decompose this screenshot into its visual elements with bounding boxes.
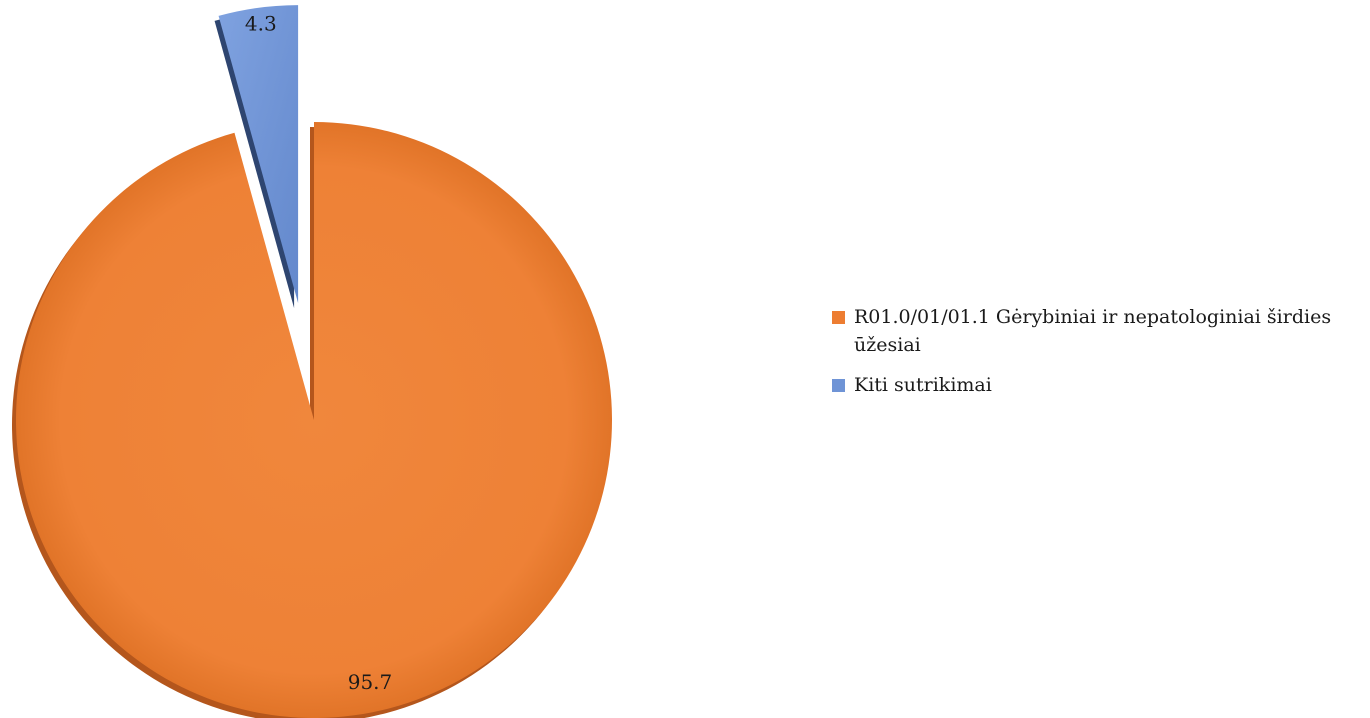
chart-legend: R01.0/01/01.1 Gėrybiniai ir nepatologini… xyxy=(832,303,1362,411)
legend-label-1: Kiti sutrikimai xyxy=(854,374,992,396)
data-label-slice-0: 95.7 xyxy=(348,670,393,694)
legend-item-1: Kiti sutrikimai xyxy=(832,371,1362,399)
legend-swatch-0 xyxy=(832,311,845,324)
pie-slice-0 xyxy=(16,122,612,718)
legend-swatch-1 xyxy=(832,379,845,392)
pie-slices xyxy=(16,5,612,718)
legend-label-0: R01.0/01/01.1 Gėrybiniai ir nepatologini… xyxy=(854,306,1332,356)
pie-slice-1 xyxy=(218,5,299,304)
data-label-slice-1: 4.3 xyxy=(245,11,277,35)
pie-chart: 95.7 4.3 xyxy=(11,5,612,718)
pie-labels: 95.7 4.3 xyxy=(245,11,392,694)
legend-item-0: R01.0/01/01.1 Gėrybiniai ir nepatologini… xyxy=(832,303,1362,359)
